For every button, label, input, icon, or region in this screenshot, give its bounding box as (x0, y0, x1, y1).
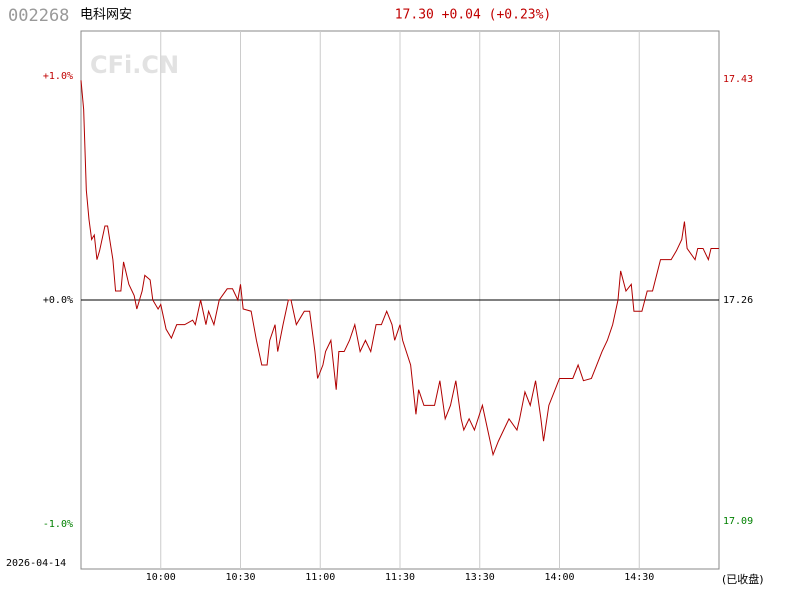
price-line (80, 80, 719, 457)
y2-tick-label: 17.43 (723, 74, 753, 85)
watermark: CFi.CN (90, 51, 179, 79)
y2-tick-label: 17.26 (723, 295, 753, 306)
quote: 17.30 +0.04 (+0.23%) (395, 8, 552, 23)
y-tick-label: +0.0% (43, 295, 73, 306)
stock-name: 电科网安 (80, 8, 132, 23)
y2-tick-label: 17.09 (723, 516, 753, 527)
x-tick-label: 13:30 (465, 572, 495, 583)
stock-code: 002268 (8, 6, 69, 26)
x-tick-label: 10:30 (225, 572, 255, 583)
date: 2026-04-14 (6, 558, 66, 569)
y-tick-label: +1.0% (43, 71, 73, 82)
status: (已收盘) (722, 572, 764, 586)
x-tick-label: 10:00 (146, 572, 176, 583)
x-tick-label: 11:00 (305, 572, 335, 583)
x-tick-label: 11:30 (385, 572, 415, 583)
x-tick-label: 14:30 (624, 572, 654, 583)
y-tick-label: -1.0% (43, 519, 73, 530)
x-tick-label: 14:00 (544, 572, 574, 583)
